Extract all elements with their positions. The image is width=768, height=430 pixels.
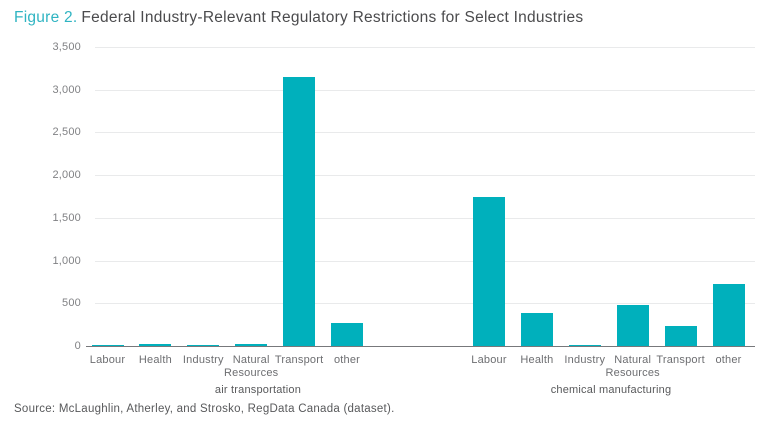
y-axis-label: 2,000 (52, 169, 81, 182)
bar-chemical-labour (473, 196, 505, 346)
figure-title-text: Federal Industry-Relevant Regulatory Res… (81, 9, 584, 26)
bar-chemical-natural-resources (616, 305, 649, 346)
bar-air-natural-resources (235, 343, 268, 346)
y-axis-label: 500 (62, 297, 81, 310)
x-category-label: Transport (274, 354, 324, 366)
bar-air-industry (187, 344, 220, 346)
y-axis-label: 3,500 (52, 41, 81, 53)
bar-chemical-transport (664, 325, 697, 346)
x-category-label: Industry (182, 354, 224, 366)
y-axis-label: 1,000 (52, 254, 81, 267)
x-category-label: other (715, 354, 742, 366)
x-category-label: Natural Resources (223, 354, 279, 379)
y-axis-label: 3,000 (52, 83, 81, 96)
y-axis-label: 1,500 (52, 211, 81, 224)
group-label: chemical manufacturing (550, 384, 672, 396)
figure-title: Figure 2. Federal Industry-Relevant Regul… (14, 9, 583, 27)
figure-number: Figure 2. (14, 9, 78, 26)
gridline (95, 260, 755, 262)
group-label: air transportation (214, 384, 302, 396)
source-note: Source: McLaughlin, Atherley, and Strosk… (14, 403, 395, 415)
bar-air-labour (91, 344, 124, 346)
x-category-label: Natural Resources (605, 354, 660, 379)
gridline (95, 47, 755, 48)
gridline (95, 132, 755, 134)
bar-air-transport (283, 76, 316, 346)
gridline (95, 89, 755, 91)
x-category-label: Health (520, 354, 554, 366)
bar-air-other (331, 322, 363, 346)
x-category-label: other (333, 354, 361, 366)
gridline (95, 217, 755, 219)
x-category-label: Labour (89, 354, 126, 366)
bar-chemical-industry (568, 344, 601, 346)
gridline (95, 175, 755, 177)
x-category-label: Transport (656, 354, 705, 366)
plot-area: 0 500 1,000 1,500 2,000 2,500 3,000 3,500 Labour… (52, 41, 755, 396)
gridline (95, 303, 755, 305)
bar-chemical-other (712, 283, 745, 346)
x-category-label: Industry (564, 354, 606, 366)
x-axis-line (86, 346, 755, 347)
x-category-label: Labour (471, 354, 507, 366)
bar-air-health (139, 343, 172, 346)
y-axis-label: 2,500 (52, 126, 81, 139)
y-axis-label: 0 (74, 340, 81, 352)
bar-chemical-health (520, 312, 553, 346)
x-category-label: Health (138, 354, 172, 366)
